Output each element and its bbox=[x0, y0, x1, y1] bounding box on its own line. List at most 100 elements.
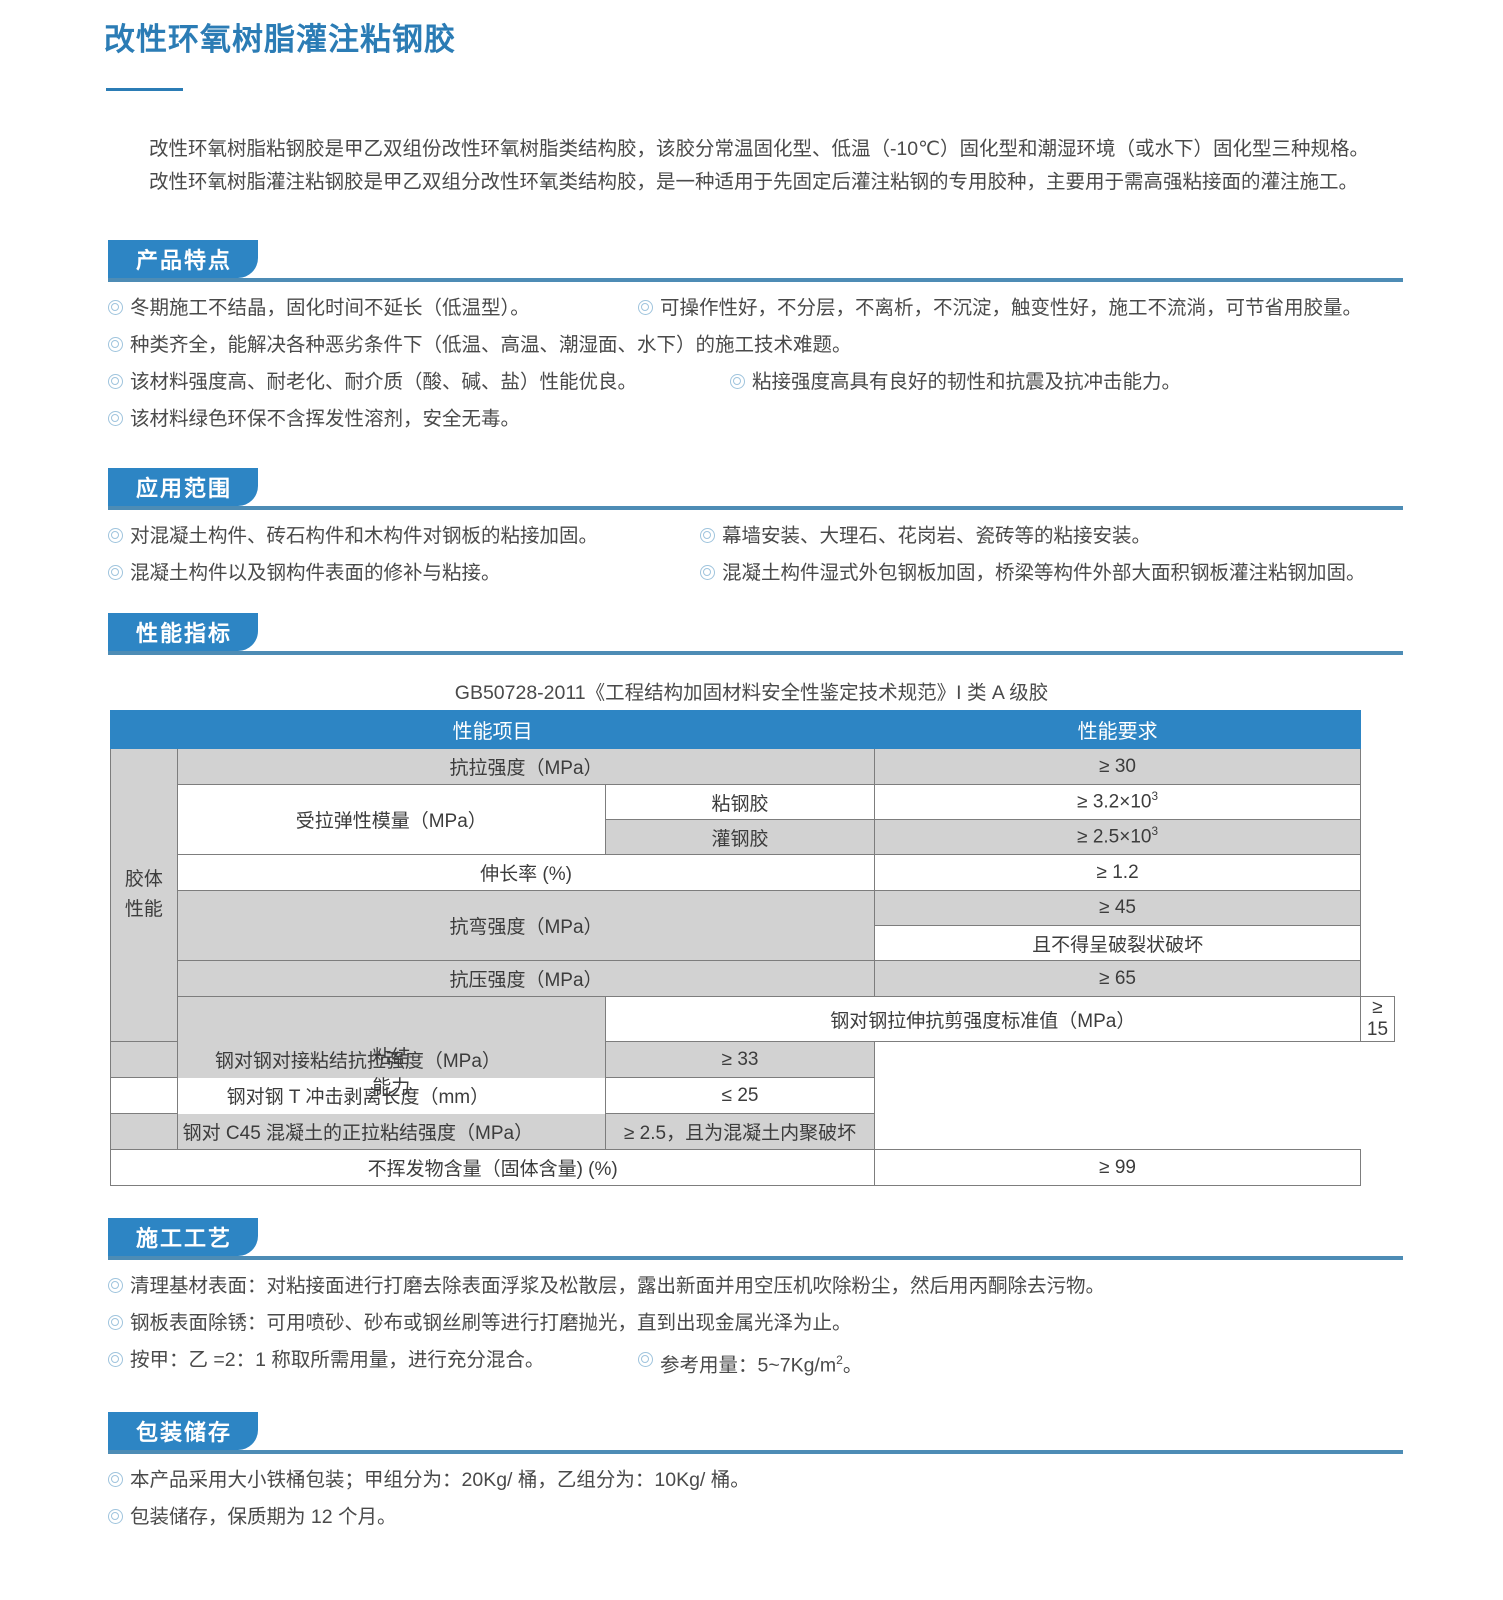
list-item-label: 幕墙安装、大理石、花岗岩、瓷砖等的粘接安装。 bbox=[722, 525, 1152, 547]
application-list: 对混凝土构件、砖石构件和木构件对钢板的粘接加固。 幕墙安装、大理石、花岗岩、瓷砖… bbox=[108, 522, 1503, 596]
circle-bullet-icon bbox=[638, 300, 653, 315]
cell-value: ≥ 33 bbox=[604, 1041, 876, 1078]
section-packaging: 包装储存 本产品采用大小铁桶包装；甲组分为：20Kg/ 桶，乙组分为：10Kg/… bbox=[0, 1412, 1503, 1540]
list-item: 幕墙安装、大理石、花岗岩、瓷砖等的粘接安装。 bbox=[700, 522, 1151, 550]
table-row: 抗压强度（MPa） ≥ 65 bbox=[110, 960, 1395, 997]
list-item: 参考用量：5~7Kg/m2。 bbox=[638, 1346, 862, 1380]
cell-subitem: 灌钢胶 bbox=[604, 819, 876, 855]
cell-item: 钢对钢 T 冲击剥离长度（mm） bbox=[110, 1077, 606, 1114]
table-row: 钢对钢对接粘结抗拉强度（MPa） ≥ 33 bbox=[110, 1041, 1395, 1078]
list-item: 混凝土构件以及钢构件表面的修补与粘接。 bbox=[108, 559, 501, 587]
section-underline-performance bbox=[108, 651, 1403, 655]
spec-table: 性能项目 性能要求 胶体 性能 抗拉强度（MPa） ≥ 30 受拉弹性模量（MP… bbox=[109, 710, 1396, 1186]
list-item-label: 该材料绿色环保不含挥发性溶剂，安全无毒。 bbox=[130, 408, 521, 430]
table-row: 伸长率 (%) ≥ 1.2 bbox=[110, 854, 1395, 891]
features-row-4: 该材料绿色环保不含挥发性溶剂，安全无毒。 bbox=[108, 405, 1503, 442]
list-item: 清理基材表面：对粘接面进行打磨去除表面浮浆及松散层，露出新面并用空压机吹除粉尘，… bbox=[108, 1272, 1105, 1300]
application-row-1: 对混凝土构件、砖石构件和木构件对钢板的粘接加固。 幕墙安装、大理石、花岗岩、瓷砖… bbox=[108, 522, 1503, 559]
packaging-list: 本产品采用大小铁桶包装；甲组分为：20Kg/ 桶，乙组分为：10Kg/ 桶。 包… bbox=[108, 1466, 1503, 1540]
features-list: 冬期施工不结晶，固化时间不延长（低温型）。 可操作性好，不分层，不离析，不沉淀，… bbox=[108, 294, 1503, 442]
section-underline-packaging bbox=[108, 1450, 1403, 1454]
cell-value: ≥ 2.5，且为混凝土内聚破坏 bbox=[604, 1113, 876, 1150]
title-underline-rule bbox=[106, 88, 183, 91]
cell-value: ≥ 99 bbox=[874, 1149, 1361, 1186]
cell-value: 且不得呈破裂状破坏 bbox=[874, 925, 1361, 961]
list-item-label: 混凝土构件湿式外包钢板加固，桥梁等构件外部大面积钢板灌注粘钢加固。 bbox=[722, 562, 1366, 584]
cell-item: 伸长率 (%) bbox=[176, 854, 876, 891]
circle-bullet-icon bbox=[108, 1472, 123, 1487]
ref-usage-exponent: 2 bbox=[836, 1353, 843, 1367]
cell-value-text: ≥ 2.5×10 bbox=[1077, 826, 1152, 848]
section-tab-features-label: 产品特点 bbox=[108, 240, 259, 278]
list-item-label: 该材料强度高、耐老化、耐介质（酸、碱、盐）性能优良。 bbox=[130, 371, 638, 393]
list-item: 混凝土构件湿式外包钢板加固，桥梁等构件外部大面积钢板灌注粘钢加固。 bbox=[700, 559, 1366, 587]
cell-value: ≥ 65 bbox=[874, 960, 1361, 997]
list-item: 钢板表面除锈：可用喷砂、砂布或钢丝刷等进行打磨抛光，直到出现金属光泽为止。 bbox=[108, 1309, 852, 1337]
list-item: 对混凝土构件、砖石构件和木构件对钢板的粘接加固。 bbox=[108, 522, 598, 550]
cell-item: 受拉弹性模量（MPa） bbox=[176, 784, 606, 855]
list-item: 冬期施工不结晶，固化时间不延长（低温型）。 bbox=[108, 294, 530, 322]
process-row-1: 清理基材表面：对粘接面进行打磨去除表面浮浆及松散层，露出新面并用空压机吹除粉尘，… bbox=[108, 1272, 1503, 1309]
circle-bullet-icon bbox=[700, 528, 715, 543]
cell-value: ≥ 1.2 bbox=[874, 854, 1361, 891]
standard-caption: GB50728-2011《工程结构加固材料安全性鉴定技术规范》I 类 A 级胶 bbox=[454, 682, 1049, 704]
application-row-2: 混凝土构件以及钢构件表面的修补与粘接。 混凝土构件湿式外包钢板加固，桥梁等构件外… bbox=[108, 559, 1503, 596]
section-header-process: 施工工艺 bbox=[108, 1218, 1403, 1260]
features-row-1: 冬期施工不结晶，固化时间不延长（低温型）。 可操作性好，不分层，不离析，不沉淀，… bbox=[108, 294, 1503, 331]
list-item: 该材料强度高、耐老化、耐介质（酸、碱、盐）性能优良。 bbox=[108, 368, 637, 396]
table-row: 钢对 C45 混凝土的正拉粘结强度（MPa） ≥ 2.5，且为混凝土内聚破坏 bbox=[110, 1113, 1395, 1150]
circle-bullet-icon bbox=[108, 1352, 123, 1367]
section-header-packaging: 包装储存 bbox=[108, 1412, 1403, 1454]
section-application: 应用范围 对混凝土构件、砖石构件和木构件对钢板的粘接加固。 幕墙安装、大理石、花… bbox=[0, 468, 1503, 596]
list-item-label: 粘接强度高具有良好的韧性和抗震及抗冲击能力。 bbox=[752, 371, 1182, 393]
list-item: 本产品采用大小铁桶包装；甲组分为：20Kg/ 桶，乙组分为：10Kg/ 桶。 bbox=[108, 1466, 750, 1494]
packaging-row-1: 本产品采用大小铁桶包装；甲组分为：20Kg/ 桶，乙组分为：10Kg/ 桶。 bbox=[108, 1466, 1503, 1503]
cell-item: 抗弯强度（MPa） bbox=[176, 890, 876, 961]
features-row-3: 该材料强度高、耐老化、耐介质（酸、碱、盐）性能优良。 粘接强度高具有良好的韧性和… bbox=[108, 368, 1503, 405]
cell-value: ≥ 30 bbox=[874, 748, 1361, 785]
circle-bullet-icon bbox=[638, 1352, 653, 1367]
circle-bullet-icon bbox=[108, 1278, 123, 1293]
page-title: 改性环氧树脂灌注粘钢胶 bbox=[104, 22, 456, 57]
cell-item: 抗压强度（MPa） bbox=[176, 960, 876, 997]
cell-value-text: ≥ 3.2×10 bbox=[1077, 791, 1152, 813]
section-tab-performance-label: 性能指标 bbox=[108, 613, 259, 651]
circle-bullet-icon bbox=[108, 411, 123, 426]
list-item: 该材料绿色环保不含挥发性溶剂，安全无毒。 bbox=[108, 405, 520, 433]
cell-item: 抗拉强度（MPa） bbox=[176, 748, 876, 785]
circle-bullet-icon bbox=[108, 565, 123, 580]
intro-paragraph: 改性环氧树脂粘钢胶是甲乙双组份改性环氧树脂类结构胶，该胶分常温固化型、低温（-1… bbox=[108, 133, 1408, 199]
circle-bullet-icon bbox=[730, 374, 745, 389]
list-item-label: 清理基材表面：对粘接面进行打磨去除表面浮浆及松散层，露出新面并用空压机吹除粉尘，… bbox=[130, 1275, 1106, 1297]
list-item: 种类齐全，能解决各种恶劣条件下（低温、高温、潮湿面、水下）的施工技术难题。 bbox=[108, 331, 852, 359]
process-row-3: 按甲：乙 =2：1 称取所需用量，进行充分混合。 参考用量：5~7Kg/m2。 bbox=[108, 1346, 1503, 1383]
section-header-performance: 性能指标 bbox=[108, 613, 1403, 655]
process-list: 清理基材表面：对粘接面进行打磨去除表面浮浆及松散层，露出新面并用空压机吹除粉尘，… bbox=[108, 1272, 1503, 1383]
category-glue-body: 胶体 性能 bbox=[110, 748, 178, 1042]
circle-bullet-icon bbox=[108, 528, 123, 543]
list-item: 可操作性好，不分层，不离析，不沉淀，触变性好，施工不流淌，可节省用胶量。 bbox=[638, 294, 1362, 322]
ref-usage-text: 参考用量：5~7Kg/m bbox=[660, 1354, 837, 1377]
cell-value-exponent: 3 bbox=[1151, 825, 1159, 839]
features-row-2: 种类齐全，能解决各种恶劣条件下（低温、高温、潮湿面、水下）的施工技术难题。 bbox=[108, 331, 1503, 368]
circle-bullet-icon bbox=[108, 1315, 123, 1330]
cell-subitem: 粘钢胶 bbox=[604, 784, 876, 820]
circle-bullet-icon bbox=[700, 565, 715, 580]
cell-item: 钢对钢对接粘结抗拉强度（MPa） bbox=[110, 1041, 606, 1078]
section-tab-application-label: 应用范围 bbox=[108, 468, 259, 506]
cell-item: 钢对钢拉伸抗剪强度标准值（MPa） bbox=[604, 996, 1361, 1042]
list-item-label: 按甲：乙 =2：1 称取所需用量，进行充分混合。 bbox=[130, 1349, 545, 1371]
list-item: 包装储存，保质期为 12 个月。 bbox=[108, 1503, 397, 1531]
packaging-row-2: 包装储存，保质期为 12 个月。 bbox=[108, 1503, 1503, 1540]
section-features: 产品特点 冬期施工不结晶，固化时间不延长（低温型）。 可操作性好，不分层，不离析… bbox=[0, 240, 1503, 442]
list-item-label: 本产品采用大小铁桶包装；甲组分为：20Kg/ 桶，乙组分为：10Kg/ 桶。 bbox=[130, 1469, 750, 1491]
cell-item: 不挥发物含量（固体含量) (%) bbox=[109, 1149, 876, 1186]
cell-value: ≥ 15 bbox=[1359, 996, 1396, 1042]
section-performance: 性能指标 bbox=[0, 613, 1503, 655]
list-item-label: 冬期施工不结晶，固化时间不延长（低温型）。 bbox=[130, 297, 530, 319]
list-item-label: 参考用量：5~7Kg/m2。 bbox=[660, 1346, 862, 1380]
table-header-row: 性能项目 性能要求 bbox=[109, 710, 1395, 749]
col-header-item: 性能项目 bbox=[109, 710, 876, 749]
circle-bullet-icon bbox=[108, 300, 123, 315]
section-underline-features bbox=[108, 278, 1403, 282]
